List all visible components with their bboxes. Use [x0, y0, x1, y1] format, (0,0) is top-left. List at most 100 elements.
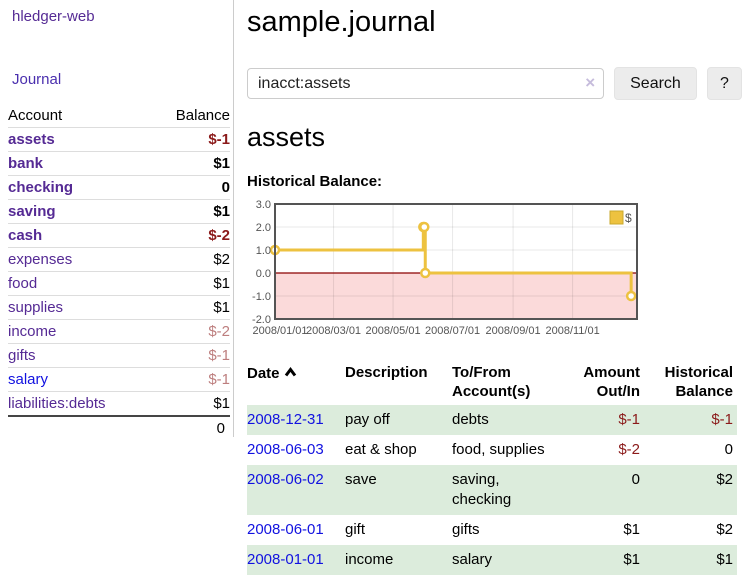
transaction-accounts: saving, checking	[452, 471, 512, 508]
account-row: salary $-1	[8, 367, 230, 392]
svg-text:-2.0: -2.0	[252, 314, 271, 326]
svg-text:2008/03/01: 2008/03/01	[306, 325, 361, 337]
svg-text:-1.0: -1.0	[252, 291, 271, 303]
transaction-row: 2008-06-02 save saving, checking 0 $2	[247, 465, 737, 515]
sidebar-item-journal[interactable]: Journal	[12, 71, 62, 88]
transaction-accounts: salary	[452, 551, 493, 568]
transaction-amount: $1	[623, 551, 640, 568]
transaction-description: eat & shop	[345, 441, 417, 458]
account-row: food $1	[8, 271, 230, 296]
account-column-header: Account	[8, 104, 151, 128]
account-link-income[interactable]: income	[8, 323, 57, 340]
register-header-description: Description	[345, 364, 428, 381]
transaction-date-link[interactable]: 2008-01-01	[247, 551, 324, 568]
sidebar: hledger-web Journal Account Balance asse…	[8, 8, 230, 440]
account-link-assets[interactable]: assets	[8, 131, 55, 148]
register-header-accounts: To/From Account(s)	[452, 364, 531, 400]
page-title: sample.journal	[247, 6, 436, 38]
account-balance: $1	[150, 199, 230, 224]
transaction-accounts: debts	[452, 411, 489, 428]
svg-text:2008/01/01: 2008/01/01	[252, 325, 307, 337]
account-balance: $-2	[150, 319, 230, 344]
transaction-date-link[interactable]: 2008-12-31	[247, 411, 324, 428]
clear-search-icon[interactable]: ×	[585, 73, 596, 92]
transaction-description: income	[345, 551, 394, 568]
account-link-food[interactable]: food	[8, 275, 38, 292]
account-row: cash $-2	[8, 223, 230, 248]
account-link-bank[interactable]: bank	[8, 155, 44, 172]
account-balance: $-1	[150, 127, 230, 152]
transaction-description: gift	[345, 521, 366, 538]
account-row: assets $-1	[8, 127, 230, 152]
transaction-date-link[interactable]: 2008-06-02	[247, 471, 324, 488]
balance-column-header: Balance	[150, 104, 230, 128]
svg-text:2.0: 2.0	[256, 222, 271, 234]
account-balance: $1	[150, 151, 230, 176]
account-balance: $1	[150, 295, 230, 320]
chart-title: Historical Balance:	[247, 173, 383, 190]
transaction-row: 2008-12-31 pay off debts $-1 $-1	[247, 405, 737, 435]
transaction-row: 2008-01-01 income salary $1 $1	[247, 545, 737, 575]
svg-text:1.0: 1.0	[256, 245, 271, 257]
account-link-cash[interactable]: cash	[8, 227, 43, 244]
register-header-date[interactable]: Date	[247, 361, 345, 405]
register-header-balance: Historical Balance	[664, 364, 733, 400]
account-link-saving[interactable]: saving	[8, 203, 56, 220]
account-row: saving $1	[8, 199, 230, 224]
search-form: × Search ?	[247, 67, 742, 100]
transaction-amount: $-2	[618, 441, 640, 458]
account-table-body: assets $-1 bank $1 checking 0 saving $1 cash $-2 e…	[8, 127, 230, 417]
account-balance: $-1	[150, 367, 230, 392]
transaction-amount: 0	[631, 471, 640, 488]
sidebar-divider	[233, 0, 234, 437]
transaction-description: pay off	[345, 411, 390, 428]
transaction-accounts: food, supplies	[452, 441, 545, 458]
transaction-amount: $1	[623, 521, 640, 538]
account-link-liabilities-debts[interactable]: liabilities:debts	[8, 395, 106, 412]
transaction-balance: $1	[716, 551, 733, 568]
account-balance: $-2	[150, 223, 230, 248]
account-link-gifts[interactable]: gifts	[8, 347, 36, 364]
account-row: expenses $2	[8, 247, 230, 272]
svg-text:$: $	[625, 211, 632, 225]
svg-text:2008/11/01: 2008/11/01	[545, 325, 599, 337]
brand-link[interactable]: hledger-web	[12, 8, 95, 25]
account-row: checking 0	[8, 175, 230, 200]
svg-text:2008/09/01: 2008/09/01	[486, 325, 541, 337]
search-input[interactable]	[247, 68, 605, 99]
search-help-button[interactable]: ?	[706, 67, 742, 100]
transaction-balance: $2	[716, 471, 733, 488]
account-row: gifts $-1	[8, 343, 230, 368]
account-link-checking[interactable]: checking	[8, 179, 74, 196]
account-balance: $1	[150, 271, 230, 296]
account-link-expenses[interactable]: expenses	[8, 251, 73, 268]
account-balance: $-1	[150, 343, 230, 368]
transaction-balance: 0	[724, 441, 733, 458]
account-link-supplies[interactable]: supplies	[8, 299, 64, 316]
account-balance: 0	[150, 175, 230, 200]
transaction-date-link[interactable]: 2008-06-03	[247, 441, 324, 458]
account-balance: $2	[150, 247, 230, 272]
account-row: liabilities:debts $1	[8, 391, 230, 417]
transaction-date-link[interactable]: 2008-06-01	[247, 521, 324, 538]
transaction-balance: $2	[716, 521, 733, 538]
search-button[interactable]: Search	[614, 67, 697, 100]
account-balance-table: Account Balance assets $-1 bank $1 checking 0…	[8, 104, 230, 440]
sidebar-total-balance: 0	[150, 415, 230, 440]
transaction-description: save	[345, 471, 377, 488]
account-link-salary[interactable]: salary	[8, 371, 49, 388]
historical-balance-chart[interactable]: $3.0 2.0 1.0 0.0 -1.0 -2.0 2008/01/01 2008/03/0…	[247, 199, 742, 345]
transaction-row: 2008-06-03 eat & shop food, supplies $-2 0	[247, 435, 737, 465]
svg-text:3.0: 3.0	[256, 199, 271, 211]
svg-text:2008/05/01: 2008/05/01	[366, 325, 421, 337]
sidebar-total-row: 0	[8, 415, 230, 440]
account-balance: $1	[150, 391, 230, 417]
register-table: Date Description To/From Account(s) Amou…	[247, 361, 737, 575]
main-content: sample.journal × Search ? assets Histori…	[247, 0, 742, 575]
account-heading: assets	[247, 122, 326, 152]
register-table-body: 2008-12-31 pay off debts $-1 $-1 2008-06-03 ea…	[247, 405, 737, 575]
svg-text:2008/07/01: 2008/07/01	[425, 325, 480, 337]
account-row: bank $1	[8, 151, 230, 176]
register-header-amount: Amount Out/In	[583, 364, 640, 400]
svg-text:0.0: 0.0	[256, 268, 271, 280]
